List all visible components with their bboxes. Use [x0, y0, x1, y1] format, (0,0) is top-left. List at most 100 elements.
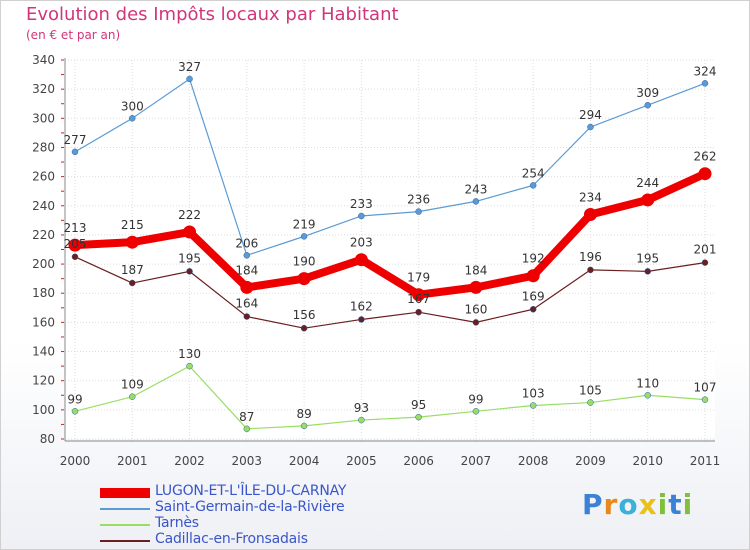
data-point — [412, 288, 426, 302]
data-label: 203 — [350, 236, 373, 250]
legend-swatch — [100, 540, 150, 542]
data-label: 219 — [293, 217, 316, 231]
data-point — [129, 115, 136, 122]
x-tick-label: 2001 — [117, 454, 148, 468]
data-point — [71, 148, 79, 156]
data-point — [641, 193, 655, 207]
data-label: 243 — [464, 182, 487, 196]
chart-title: Evolution des Impôts locaux par Habitant — [26, 4, 399, 25]
data-label: 187 — [121, 263, 144, 277]
data-point — [129, 393, 136, 400]
data-label: 99 — [468, 392, 483, 406]
data-point — [354, 253, 368, 267]
data-label: 167 — [407, 292, 430, 306]
data-point — [186, 268, 193, 275]
data-point — [701, 259, 709, 266]
data-point — [529, 306, 537, 313]
data-label: 195 — [178, 251, 201, 265]
x-tick-label: 2009 — [575, 454, 606, 468]
x-tick-label: 2002 — [174, 454, 205, 468]
data-label: 196 — [579, 250, 602, 264]
x-tick-label: 2011 — [690, 454, 721, 468]
data-label: 164 — [235, 297, 258, 311]
y-tick-label: 180 — [32, 286, 55, 300]
y-tick-label: 140 — [32, 345, 55, 359]
legend-swatch — [100, 508, 150, 510]
data-label: 213 — [64, 221, 87, 235]
series-line-0 — [71, 169, 709, 299]
x-tick-label: 2006 — [403, 454, 434, 468]
data-point — [243, 313, 251, 320]
data-point — [587, 123, 594, 131]
data-label: 109 — [121, 378, 144, 392]
data-label: 300 — [121, 99, 144, 113]
data-label: 236 — [407, 193, 430, 207]
x-tick-label: 2005 — [346, 454, 377, 468]
data-label: 215 — [121, 218, 144, 232]
data-point — [472, 198, 480, 205]
data-point — [583, 208, 597, 222]
y-tick-label: 320 — [32, 82, 55, 96]
data-point — [300, 422, 308, 430]
data-point — [701, 80, 709, 87]
data-point — [644, 268, 651, 275]
data-point — [358, 416, 365, 424]
data-point — [68, 238, 82, 252]
legend-label: Tarnès — [155, 515, 199, 531]
brand-letter: i — [657, 488, 669, 521]
data-label: 99 — [67, 392, 82, 406]
y-tick-label: 220 — [32, 228, 55, 242]
data-point — [186, 362, 193, 370]
brand-letter: P — [582, 488, 604, 521]
x-tick-label: 2003 — [232, 454, 263, 468]
data-label: 179 — [407, 271, 430, 285]
data-label: 103 — [522, 386, 545, 400]
brand-letter: i — [682, 488, 694, 521]
data-point — [698, 167, 712, 181]
data-label: 324 — [694, 64, 717, 78]
x-tick-label: 2008 — [518, 454, 549, 468]
y-tick-label: 160 — [32, 315, 55, 329]
data-point — [240, 280, 254, 294]
data-label: 192 — [522, 252, 545, 266]
data-label: 107 — [694, 381, 717, 395]
y-tick-label: 300 — [32, 111, 55, 125]
y-tick-label: 100 — [32, 403, 55, 417]
data-label: 277 — [64, 133, 87, 147]
data-label: 160 — [464, 302, 487, 316]
data-label: 110 — [636, 376, 659, 390]
y-tick-label: 240 — [32, 199, 55, 213]
data-point — [415, 208, 422, 215]
data-label: 201 — [694, 243, 717, 257]
data-point — [701, 396, 709, 403]
data-point — [243, 252, 251, 259]
data-label: 294 — [579, 108, 602, 122]
data-point — [186, 75, 193, 83]
legend-swatch — [100, 488, 150, 498]
data-label: 309 — [636, 86, 659, 100]
data-point — [529, 402, 537, 409]
data-point — [469, 280, 483, 294]
data-point — [183, 225, 197, 239]
data-point — [415, 413, 422, 421]
data-point — [71, 408, 79, 415]
x-tick-label: 2010 — [632, 454, 663, 468]
data-point — [587, 266, 594, 274]
data-point — [300, 233, 308, 240]
data-label: 162 — [350, 299, 373, 313]
data-label: 327 — [178, 60, 201, 74]
x-tick-label: 2000 — [60, 454, 91, 468]
data-point — [644, 101, 651, 109]
data-label: 184 — [464, 263, 487, 277]
data-point — [644, 392, 651, 399]
legend-label: Cadillac-en-Fronsadais — [155, 531, 308, 547]
y-tick-label: 80 — [40, 432, 55, 446]
data-point — [472, 319, 480, 326]
data-point — [472, 408, 480, 415]
chart-subtitle: (en € et par an) — [26, 28, 121, 42]
data-label: 262 — [694, 150, 717, 164]
data-label: 184 — [235, 263, 258, 277]
data-label: 105 — [579, 384, 602, 398]
data-label: 156 — [293, 308, 316, 322]
